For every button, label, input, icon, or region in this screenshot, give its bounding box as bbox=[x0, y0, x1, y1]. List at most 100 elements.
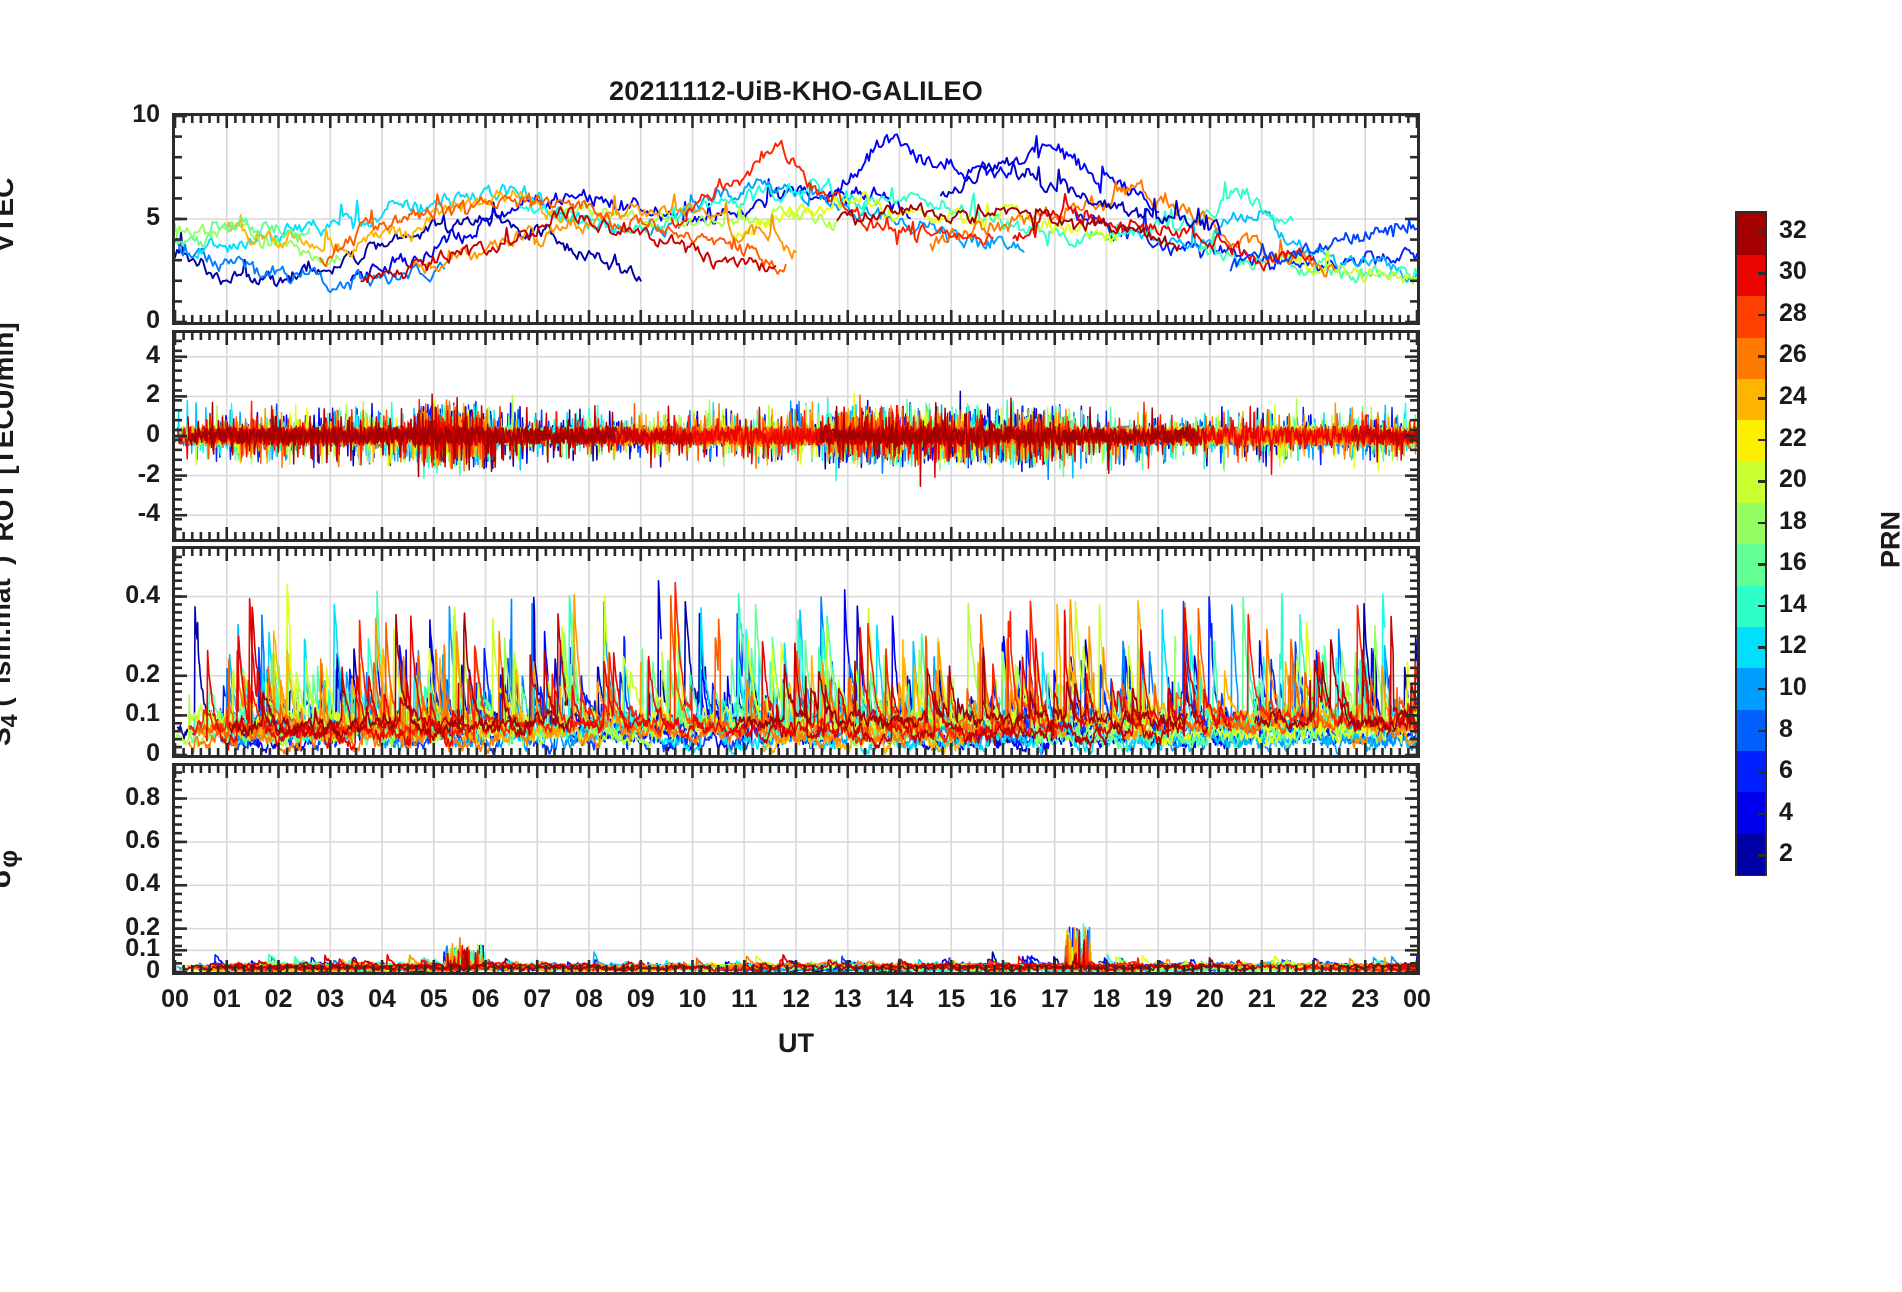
colorbar-ticklabel-10: 22 bbox=[1779, 423, 1807, 452]
figure-title: 20211112-UiB-KHO-GALILEO bbox=[609, 76, 983, 106]
trace-prn-20 bbox=[1271, 245, 1417, 285]
ytick-sigma_phi-5: 0.8 bbox=[125, 782, 160, 811]
trace-prn-9 bbox=[175, 237, 446, 294]
colorbar-tickmark-2 bbox=[1758, 771, 1767, 774]
trace-prn-30 bbox=[1186, 405, 1417, 475]
xtick-14: 14 bbox=[885, 985, 914, 1013]
xtick-13: 13 bbox=[833, 985, 862, 1013]
data-traces bbox=[175, 390, 1417, 487]
ylabel-rot: ROT [TECU/min] bbox=[0, 322, 19, 542]
ylabel-s4: S4 ("ism.mat") bbox=[0, 555, 22, 746]
colorbar-ticklabel-6: 14 bbox=[1779, 589, 1807, 618]
xtick-16: 16 bbox=[989, 985, 1017, 1013]
gridlines bbox=[175, 333, 1417, 539]
colorbar-ticklabel-9: 20 bbox=[1779, 465, 1807, 494]
colorbar-level bbox=[1737, 254, 1765, 297]
xtick-3: 03 bbox=[316, 985, 345, 1013]
colorbar-ticklabel-4: 10 bbox=[1779, 672, 1807, 701]
panel-vtec bbox=[172, 113, 1420, 325]
xtick-7: 07 bbox=[523, 985, 552, 1013]
xtick-8: 08 bbox=[575, 985, 603, 1013]
ytick-rot-2: 0 bbox=[146, 420, 160, 448]
colorbar-tickmark-0 bbox=[1758, 854, 1767, 857]
xtick-17: 17 bbox=[1040, 985, 1069, 1013]
ytick-s4-1: 0.1 bbox=[125, 699, 160, 728]
data-traces bbox=[175, 580, 1417, 755]
colorbar-tickmark-8 bbox=[1758, 521, 1767, 525]
colorbar-level bbox=[1737, 295, 1765, 338]
colorbar-tickmark-13 bbox=[1758, 313, 1767, 317]
ytick-rot-3: 2 bbox=[146, 380, 160, 409]
colorbar-ticklabel-15: 32 bbox=[1779, 215, 1807, 244]
trace-prn-30 bbox=[1012, 193, 1315, 272]
colorbar-tickmark-12 bbox=[1758, 355, 1767, 358]
trace-prn-14 bbox=[857, 181, 1294, 248]
xtick-12: 12 bbox=[782, 985, 810, 1013]
xtick-23: 23 bbox=[1351, 985, 1380, 1013]
colorbar-level bbox=[1737, 832, 1765, 875]
colorbar-tickmark-11 bbox=[1758, 397, 1767, 400]
tick-marks bbox=[175, 116, 1417, 322]
ytick-sigma_phi-1: 0.1 bbox=[125, 934, 160, 963]
trace-prn-3 bbox=[939, 156, 1222, 235]
xtick-18: 18 bbox=[1092, 985, 1121, 1013]
tick-marks bbox=[175, 549, 1417, 755]
colorbar-level bbox=[1737, 213, 1765, 256]
trace-prn-24 bbox=[225, 189, 570, 258]
trace-prn-32 bbox=[732, 647, 1188, 732]
panel-rot bbox=[172, 330, 1420, 542]
xtick-22: 22 bbox=[1299, 985, 1328, 1013]
ylabel-sigma_phi: σφ bbox=[0, 789, 24, 949]
trace-prn-31 bbox=[209, 948, 600, 971]
trace-prn-29 bbox=[854, 600, 1058, 746]
panel-sigma_phi bbox=[172, 763, 1420, 975]
trace-prn-11 bbox=[1136, 209, 1417, 284]
trace-prn-5 bbox=[826, 133, 1160, 214]
xtick-4: 04 bbox=[368, 985, 396, 1013]
ytick-rot-4: 4 bbox=[146, 340, 160, 369]
colorbar-tickmark-14 bbox=[1758, 272, 1767, 275]
colorbar-ticklabel-3: 8 bbox=[1779, 714, 1793, 743]
ytick-vtec-0: 0 bbox=[146, 306, 160, 334]
trace-prn-32 bbox=[228, 612, 572, 742]
xtick-15: 15 bbox=[937, 985, 966, 1013]
xtick-2: 02 bbox=[264, 985, 293, 1013]
colorbar-ticklabel-12: 26 bbox=[1779, 340, 1807, 369]
xtick-24: 00 bbox=[1403, 985, 1431, 1013]
colorbar-tickmark-1 bbox=[1758, 812, 1767, 816]
xlabel: UT bbox=[778, 1028, 814, 1058]
colorbar-tickmark-15 bbox=[1758, 230, 1767, 234]
trace-prn-26 bbox=[188, 630, 531, 755]
trace-prn-7 bbox=[1229, 219, 1417, 272]
trace-prn-31 bbox=[758, 642, 1209, 749]
xtick-11: 11 bbox=[731, 985, 758, 1013]
xtick-19: 19 bbox=[1144, 985, 1173, 1013]
xtick-0: 00 bbox=[161, 985, 189, 1013]
trace-prn-2 bbox=[175, 201, 642, 288]
xtick-1: 01 bbox=[212, 985, 241, 1013]
colorbar-tickmark-5 bbox=[1758, 646, 1767, 649]
ytick-sigma_phi-2: 0.2 bbox=[125, 912, 160, 941]
colorbar-ticklabel-11: 24 bbox=[1779, 382, 1807, 411]
gridlines bbox=[175, 766, 1417, 972]
colorbar-ticklabel-14: 30 bbox=[1779, 257, 1807, 286]
tick-marks bbox=[175, 333, 1417, 539]
xtick-6: 06 bbox=[471, 985, 500, 1013]
trace-prn-27 bbox=[318, 192, 787, 275]
trace-prn-32 bbox=[1254, 639, 1417, 732]
trace-prn-16 bbox=[175, 217, 311, 249]
data-traces bbox=[176, 922, 1417, 972]
panel-s4 bbox=[172, 546, 1420, 758]
colorbar-tickmark-4 bbox=[1758, 687, 1767, 691]
colorbar-ticklabel-8: 18 bbox=[1779, 506, 1807, 535]
colorbar-tickmark-10 bbox=[1758, 438, 1767, 442]
colorbar-ticklabel-13: 28 bbox=[1779, 298, 1807, 327]
colorbar-ticklabel-7: 16 bbox=[1779, 548, 1807, 577]
tick-marks bbox=[175, 766, 1417, 972]
trace-prn-30 bbox=[979, 607, 1232, 738]
trace-prn-24 bbox=[761, 639, 984, 755]
panel-plot-sigma_phi bbox=[175, 766, 1417, 972]
colorbar-ticklabel-0: 2 bbox=[1779, 839, 1793, 868]
colorbar-tickmark-9 bbox=[1758, 480, 1767, 483]
ytick-rot-1: -2 bbox=[137, 459, 160, 488]
